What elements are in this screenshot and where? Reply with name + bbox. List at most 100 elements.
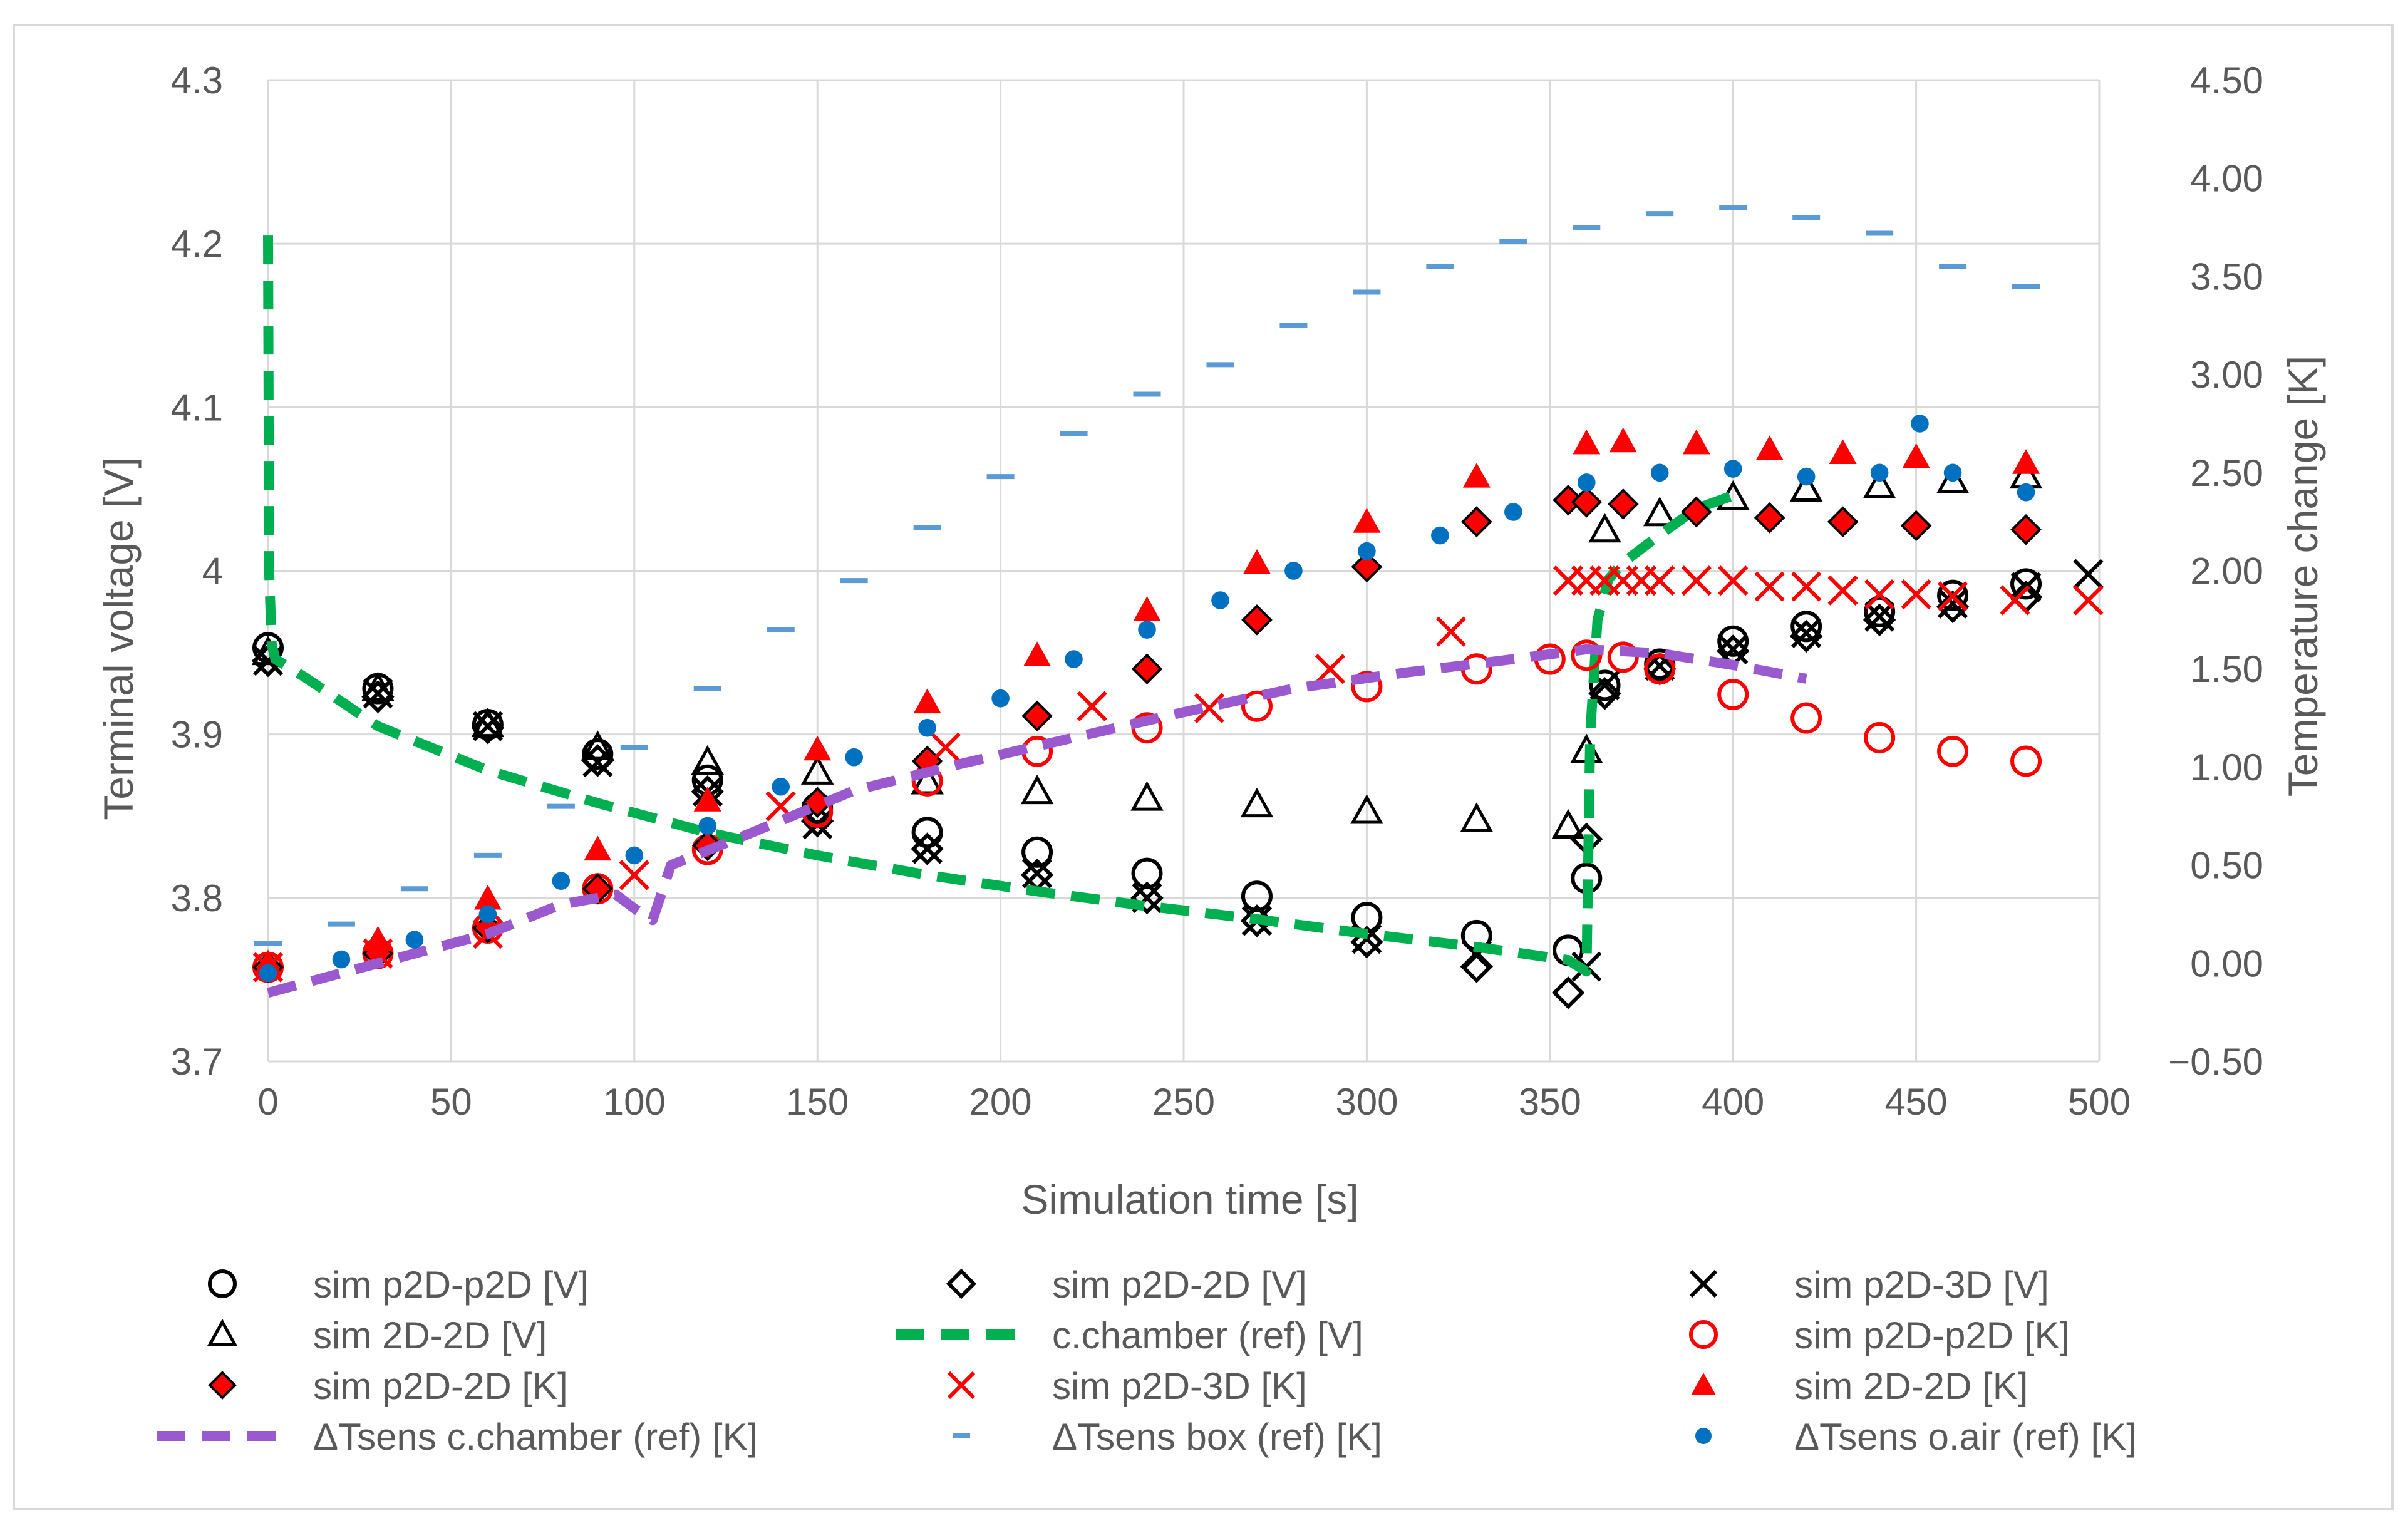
- data-point: [2010, 568, 2042, 600]
- y2-tick-label: −0.50: [2168, 1041, 2263, 1083]
- legend-label: c.chamber (ref) [V]: [1052, 1314, 1363, 1356]
- y-tick-label: 3.9: [171, 714, 223, 756]
- data-point: [1937, 579, 1969, 611]
- data-point: [1065, 650, 1083, 668]
- data-point: [1504, 503, 1522, 521]
- data-point: [1284, 562, 1303, 580]
- data-point: [1789, 619, 1823, 653]
- legend-item: sim p2D-2D [V]: [946, 1264, 1307, 1306]
- data-point: [918, 718, 936, 737]
- y-tick-label: 4.3: [171, 59, 223, 101]
- y2-tick-label: 3.50: [2190, 256, 2263, 297]
- data-point: [1351, 671, 1383, 703]
- data-point: [1902, 443, 1930, 468]
- data-point: [1021, 836, 1053, 868]
- data-point: [1607, 488, 1639, 520]
- y2-tick-label: 2.00: [2190, 550, 2263, 592]
- data-point: [1130, 881, 1164, 915]
- data-point: [1943, 463, 1962, 482]
- legend-item: sim p2D-p2D [V]: [208, 1264, 589, 1306]
- series-s12: [259, 415, 2035, 983]
- x-tick-label: 300: [1335, 1081, 1398, 1123]
- legend-swatch: [946, 1268, 977, 1299]
- legend-item: sim p2D-p2D [K]: [1689, 1314, 2070, 1356]
- data-point: [1350, 794, 1383, 824]
- data-point: [913, 688, 941, 714]
- plot-series: [251, 205, 2104, 1009]
- data-point: [1937, 588, 1968, 619]
- data-point: [1790, 702, 1822, 734]
- x-tick-label: 450: [1885, 1081, 1948, 1123]
- legend-swatch: [1691, 1373, 1716, 1395]
- data-point: [473, 884, 502, 910]
- data-point: [1588, 677, 1621, 710]
- legend-item: c.chamber (ref) [V]: [896, 1314, 1363, 1356]
- y-tick-label: 3.7: [171, 1041, 223, 1083]
- y2-axis-title: Temperature change [K]: [2280, 356, 2326, 797]
- legend-swatch: [208, 1269, 237, 1298]
- data-point: [930, 732, 961, 763]
- data-point: [2010, 745, 2042, 777]
- data-point: [1351, 551, 1383, 583]
- series-line: [266, 644, 1807, 998]
- data-point: [1551, 808, 1585, 839]
- legend-label: sim p2D-p2D [K]: [1794, 1314, 2070, 1356]
- data-point: [1863, 603, 1896, 637]
- data-point: [361, 671, 395, 701]
- y2-tick-label: 1.00: [2190, 746, 2263, 788]
- y-axis-title: Terminal voltage [V]: [95, 457, 142, 820]
- legend-item: sim 2D-2D [V]: [207, 1314, 547, 1356]
- legend-item: ΔTsens o.air (ref) [K]: [1695, 1416, 2137, 1458]
- data-point: [1133, 596, 1161, 621]
- data-point: [911, 832, 944, 865]
- y-tick-label: 4.2: [171, 223, 223, 265]
- x-tick-label: 100: [603, 1081, 666, 1123]
- axes: 0 50 100 150 200 250 300 350 400 450 500 3.7 3.8 3.9 4…: [171, 59, 2263, 1123]
- y-tick-label: 4: [202, 550, 223, 592]
- x-tick-label: 350: [1519, 1081, 1581, 1123]
- legend-item: sim p2D-2D [K]: [208, 1365, 568, 1407]
- data-point: [1827, 575, 1858, 606]
- data-point: [804, 735, 832, 761]
- data-point: [1682, 429, 1710, 455]
- data-point: [772, 777, 790, 796]
- x-tick-label: 0: [257, 1081, 278, 1123]
- legend-item: ΔTsens c.chamber (ref) [K]: [157, 1416, 758, 1458]
- data-point: [1723, 460, 1742, 478]
- x-tick-label: 50: [430, 1081, 472, 1123]
- data-point: [691, 745, 725, 775]
- data-point: [1789, 472, 1823, 502]
- legend-label: ΔTsens c.chamber (ref) [K]: [313, 1416, 758, 1458]
- series-s10: [266, 644, 1807, 998]
- data-point: [1864, 596, 1896, 627]
- y2-tick-label: 4.00: [2190, 158, 2263, 200]
- figure-border: [13, 24, 2394, 1510]
- data-point: [1755, 435, 1784, 460]
- data-point: [698, 817, 717, 835]
- x-tick-label: 250: [1152, 1081, 1215, 1123]
- data-point: [1241, 880, 1273, 912]
- data-point: [1754, 571, 1785, 602]
- data-point: [552, 872, 571, 890]
- data-point: [1021, 700, 1053, 732]
- data-point: [405, 931, 424, 949]
- data-point: [1130, 781, 1164, 811]
- data-point: [1194, 693, 1225, 724]
- data-point: [1573, 429, 1601, 455]
- data-point: [1864, 601, 1895, 632]
- data-point: [1021, 858, 1053, 889]
- data-point: [259, 964, 277, 983]
- data-point: [912, 834, 943, 864]
- data-point: [1754, 502, 1785, 534]
- data-point: [1827, 506, 1859, 537]
- data-point: [1718, 565, 1749, 596]
- data-point: [364, 926, 392, 951]
- legend-item: sim p2D-3D [V]: [1689, 1264, 2049, 1306]
- data-point: [1315, 654, 1346, 684]
- data-point: [332, 950, 351, 969]
- legend-label: sim p2D-3D [V]: [1794, 1264, 2049, 1306]
- legend-label: sim 2D-2D [V]: [313, 1314, 547, 1356]
- data-point: [1937, 581, 1968, 612]
